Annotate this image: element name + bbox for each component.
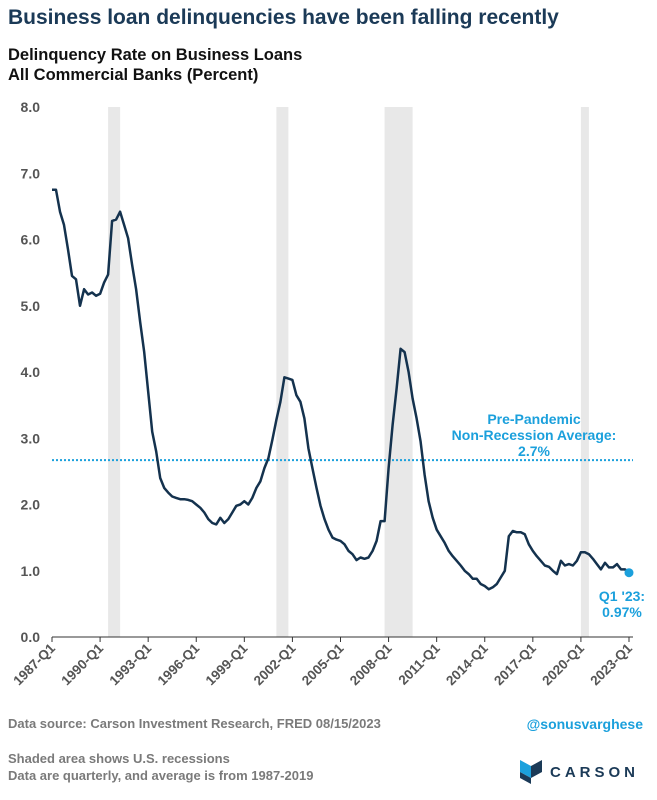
recession-bands [108, 107, 589, 637]
brand-name: CARSON [550, 763, 640, 781]
y-tick-label-4: 4.0 [21, 364, 41, 380]
x-tick-label-8: 2011-Q1 [396, 640, 444, 688]
y-tick-label-1: 1.0 [21, 563, 41, 579]
endpoint-marker [624, 568, 634, 578]
y-tick-label-0: 0.0 [21, 629, 41, 645]
average-label-line-1: Non-Recession Average: [452, 427, 617, 443]
average-label-line-2: 2.7% [518, 443, 550, 459]
x-tick-label-7: 2008-Q1 [347, 640, 395, 688]
recession-band-1 [276, 107, 289, 637]
y-tick-label-5: 5.0 [21, 298, 41, 314]
x-tick-label-1: 1990-Q1 [58, 640, 106, 688]
subtitle-line-2: All Commercial Banks (Percent) [8, 66, 259, 84]
x-tick-label-6: 2005-Q1 [299, 640, 347, 688]
x-tick-label-11: 2020-Q1 [539, 640, 587, 688]
headline: Business loan delinquencies have been fa… [8, 6, 559, 29]
series-line-0 [52, 188, 630, 591]
chart-subtitle: Delinquency Rate on Business Loans All C… [8, 45, 302, 85]
x-tick-label-2: 1993-Q1 [107, 640, 155, 688]
y-tick-label-8: 8.0 [21, 99, 41, 115]
x-tick-label-5: 2002-Q1 [251, 640, 299, 688]
x-tick-label-9: 2014-Q1 [443, 640, 491, 688]
author-handle[interactable]: @sonusvarghese [526, 716, 643, 732]
recession-band-3 [580, 107, 589, 637]
endpoint-label-line-0: Q1 '23: [599, 588, 645, 604]
subtitle-line-1: Delinquency Rate on Business Loans [8, 46, 303, 64]
delinquency-line-chart: 0.0 1.0 2.0 3.0 4.0 5.0 6.0 7.0 8.0 1987-Q1 1990-Q… [10, 99, 645, 688]
series-layer [52, 188, 634, 591]
recession-note: Shaded area shows U.S. recessions [8, 751, 230, 766]
carson-logo: CARSON [520, 760, 639, 784]
average-note: Data are quarterly, and average is from … [8, 768, 314, 783]
x-tick-label-12: 2023-Q1 [587, 640, 635, 688]
x-tick-label-10: 2017-Q1 [491, 640, 539, 688]
average-label-line-0: Pre-Pandemic [487, 411, 581, 427]
x-tick-label-4: 1999-Q1 [203, 640, 251, 688]
recession-band-0 [108, 107, 121, 637]
x-tick-label-0: 1987-Q1 [10, 640, 58, 688]
y-tick-label-7: 7.0 [21, 165, 41, 181]
y-tick-label-2: 2.0 [21, 497, 41, 513]
x-tick-label-3: 1996-Q1 [155, 640, 203, 688]
axes: 0.0 1.0 2.0 3.0 4.0 5.0 6.0 7.0 8.0 1987-Q1 1990-Q… [10, 99, 635, 688]
y-tick-label-6: 6.0 [21, 232, 41, 248]
data-source-note: Data source: Carson Investment Research,… [8, 716, 381, 731]
carson-mark-icon [520, 760, 542, 784]
endpoint-label-line-1: 0.97% [602, 604, 642, 620]
y-tick-label-3: 3.0 [21, 430, 41, 446]
